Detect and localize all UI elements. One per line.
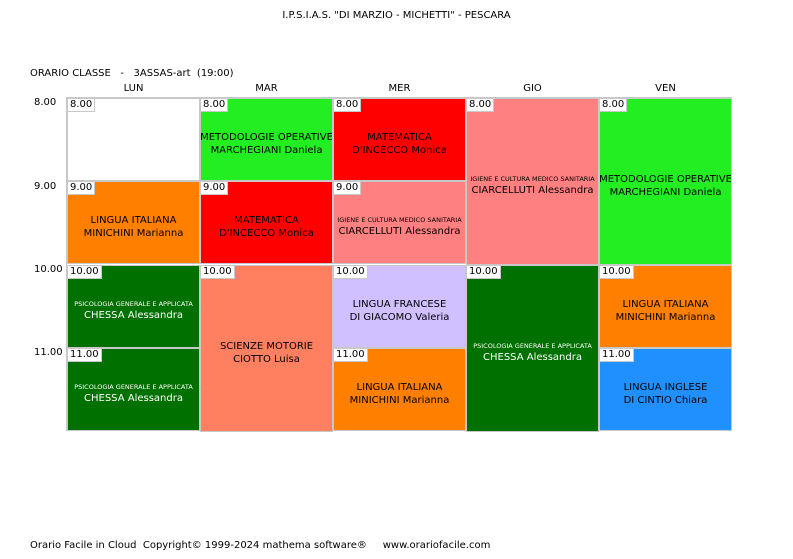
lesson-time: 9.00 (201, 182, 229, 195)
lesson-teacher: CIOTTO Luisa (233, 353, 300, 365)
lesson-teacher: CHESSA Alessandra (84, 393, 183, 404)
lesson-subject: IGIENE E CULTURA MEDICO SANITARIA (470, 175, 595, 183)
lesson-time: 10.00 (68, 266, 102, 279)
lesson-time: 8.00 (334, 99, 362, 112)
timetable-grid: 8.00 9.00 LINGUA ITALIANA MINICHINI Mariann… (66, 97, 732, 432)
lesson-cell[interactable]: 11.00 PSICOLOGIA GENERALE E APPLICATA CHES… (67, 348, 200, 431)
lesson-time: 10.00 (201, 266, 235, 279)
lesson-cell[interactable]: 10.00 LINGUA FRANCESE DI GIACOMO Valeria (333, 265, 466, 348)
hour-label-9: 9.00 (34, 181, 57, 192)
lesson-cell[interactable]: 10.00 LINGUA ITALIANA MINICHINI Marianna (599, 265, 732, 348)
lesson-teacher: D'INCECCO Monica (219, 227, 314, 239)
lesson-subject: METODOLOGIE OPERATIVE (200, 131, 333, 143)
hour-label-11: 11.00 (34, 347, 63, 358)
lesson-cell[interactable]: 9.00 MATEMATICA D'INCECCO Monica (200, 181, 333, 264)
lesson-cell[interactable]: 10.00 PSICOLOGIA GENERALE E APPLICATA CHES… (466, 265, 599, 432)
lesson-cell[interactable]: 9.00 IGIENE E CULTURA MEDICO SANITARIA CIA… (333, 181, 466, 264)
lesson-subject: PSICOLOGIA GENERALE E APPLICATA (473, 342, 592, 350)
day-label-ven: VEN (655, 83, 676, 94)
lesson-cell[interactable]: 8.00 (67, 98, 200, 181)
lesson-time: 10.00 (600, 266, 634, 279)
lesson-time: 11.00 (334, 349, 368, 362)
lesson-subject: MATEMATICA (367, 131, 432, 143)
lesson-cell[interactable]: 9.00 LINGUA ITALIANA MINICHINI Marianna (67, 181, 200, 264)
lesson-cell[interactable]: 10.00 PSICOLOGIA GENERALE E APPLICATA CHES… (67, 265, 200, 348)
lesson-cell[interactable]: 11.00 LINGUA ITALIANA MINICHINI Marianna (333, 348, 466, 431)
lesson-teacher: MINICHINI Marianna (83, 227, 184, 239)
day-label-mer: MER (388, 83, 411, 94)
lesson-teacher: CHESSA Alessandra (483, 352, 582, 363)
lesson-time: 11.00 (68, 349, 102, 362)
lesson-teacher: DI GIACOMO Valeria (349, 311, 450, 323)
lesson-subject: LINGUA ITALIANA (356, 381, 443, 393)
day-label-mar: MAR (255, 83, 278, 94)
lesson-time: 10.00 (467, 266, 501, 279)
lesson-subject: METODOLOGIE OPERATIVE (599, 173, 732, 185)
lesson-subject: IGIENE E CULTURA MEDICO SANITARIA (337, 216, 462, 224)
lesson-subject: LINGUA INGLESE (623, 381, 708, 393)
lesson-cell[interactable]: 8.00 METODOLOGIE OPERATIVE MARCHEGIANI Dan… (599, 98, 732, 265)
day-label-gio: GIO (523, 83, 542, 94)
lesson-teacher: DI CINTIO Chiara (623, 394, 708, 406)
school-title: I.P.S.I.A.S. "DI MARZIO - MICHETTI" - PE… (282, 10, 511, 21)
hour-label-8: 8.00 (34, 97, 57, 108)
lesson-teacher: D'INCECCO Monica (352, 144, 447, 156)
footer-copyright: Orario Facile in Cloud Copyright© 1999-2… (30, 540, 491, 551)
lesson-subject: LINGUA FRANCESE (352, 298, 447, 310)
lesson-subject: MATEMATICA (234, 214, 299, 226)
lesson-cell[interactable]: 8.00 METODOLOGIE OPERATIVE MARCHEGIANI Dan… (200, 98, 333, 181)
lesson-cell[interactable]: 10.00 SCIENZE MOTORIE CIOTTO Luisa (200, 265, 333, 432)
lesson-time: 8.00 (467, 99, 495, 112)
class-header: ORARIO CLASSE - 3ASSAS-art (19:00) (30, 68, 234, 79)
lesson-time: 10.00 (334, 266, 368, 279)
lesson-time: 8.00 (68, 99, 96, 112)
lesson-subject: LINGUA ITALIANA (90, 214, 177, 226)
lesson-cell[interactable]: 8.00 IGIENE E CULTURA MEDICO SANITARIA CIA… (466, 98, 599, 265)
lesson-subject: SCIENZE MOTORIE (219, 340, 314, 352)
lesson-teacher: MARCHEGIANI Daniela (609, 186, 722, 198)
lesson-cell[interactable]: 8.00 MATEMATICA D'INCECCO Monica (333, 98, 466, 181)
lesson-time: 9.00 (334, 182, 362, 195)
lesson-teacher: MARCHEGIANI Daniela (210, 144, 323, 156)
lesson-time: 11.00 (600, 349, 634, 362)
lesson-subject: PSICOLOGIA GENERALE E APPLICATA (74, 383, 193, 391)
lesson-teacher: MINICHINI Marianna (349, 394, 450, 406)
lesson-teacher: CIARCELLUTI Alessandra (471, 185, 594, 196)
lesson-time: 9.00 (68, 182, 96, 195)
day-label-lun: LUN (123, 83, 144, 94)
lesson-time: 8.00 (600, 99, 628, 112)
lesson-time: 8.00 (201, 99, 229, 112)
lesson-teacher: MINICHINI Marianna (615, 311, 716, 323)
lesson-cell[interactable]: 11.00 LINGUA INGLESE DI CINTIO Chiara (599, 348, 732, 431)
lesson-subject: PSICOLOGIA GENERALE E APPLICATA (74, 300, 193, 308)
lesson-teacher: CHESSA Alessandra (84, 310, 183, 321)
hour-label-10: 10.00 (34, 264, 63, 275)
lesson-subject: LINGUA ITALIANA (622, 298, 709, 310)
lesson-teacher: CIARCELLUTI Alessandra (338, 226, 461, 237)
